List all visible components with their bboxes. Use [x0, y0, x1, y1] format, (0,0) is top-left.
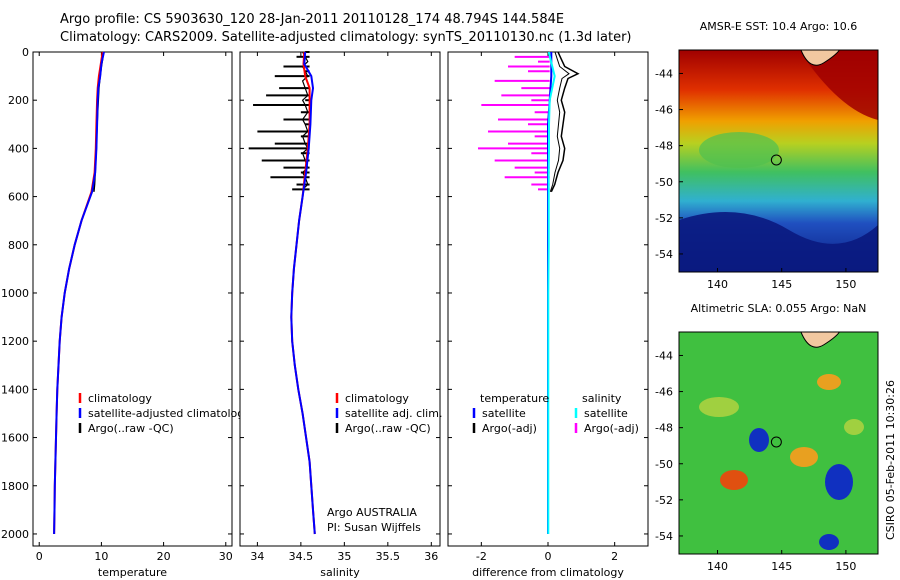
legend-title-temperature: temperature — [480, 392, 549, 405]
legend-label: satellite-adjusted climatology — [88, 407, 251, 420]
sla_map-panel: Altimetric SLA: 0.055 Argo: NaN 140 145 150… — [655, 302, 879, 573]
legend-label: Argo(..raw -QC) — [345, 422, 431, 435]
temperature-xtick-label: 0 — [36, 550, 43, 563]
sst_map-xtick-label: 140 — [707, 278, 728, 291]
sla_map-ytick-label: -46 — [655, 386, 673, 399]
temperature-xtick-label: 10 — [94, 550, 108, 563]
sla-background — [679, 332, 878, 554]
depth-tick-label: 1400 — [1, 383, 29, 396]
sla_map-xtick-label: 140 — [707, 560, 728, 573]
legend-label: satellite — [584, 407, 628, 420]
legend-label: satellite — [482, 407, 526, 420]
sla_map-ytick-label: -44 — [655, 349, 673, 362]
temperature-panel: 0 10 20 30 temperature 0 200 400 600 800 1000 1200 1… — [1, 46, 251, 579]
sla_map-title: Altimetric SLA: 0.055 Argo: NaN — [691, 302, 867, 315]
header-line-1: Argo profile: CS 5903630_120 28-Jan-2011… — [60, 12, 565, 27]
sst_map-ytick-label: -52 — [655, 212, 673, 225]
legend-label: climatology — [88, 392, 152, 405]
difference-xtick-label: 2 — [611, 550, 618, 563]
sla_map-xtick-label: 150 — [835, 560, 856, 573]
sst_map-ytick-label: -44 — [655, 67, 673, 80]
sst_map-xtick-label: 145 — [771, 278, 792, 291]
salinity-xtick-label: 35 — [337, 550, 351, 563]
difference-xtick-label: 0 — [545, 550, 552, 563]
argo-temperature-diff-line — [550, 51, 580, 193]
sst_map-float-marker — [770, 154, 782, 166]
sst_map-panel: AMSR-E SST: 10.4 Argo: 10.6 140 145 150 -44 -… — [655, 20, 879, 291]
difference-xtick-label: -2 — [476, 550, 487, 563]
salinity-xtick-label: 34 — [250, 550, 264, 563]
sla-anomaly — [825, 464, 853, 500]
legend-label: Argo(-adj) — [482, 422, 537, 435]
timestamp-label: CSIRO 05-Feb-2011 10:30:26 — [878, 352, 900, 542]
sst-warm-water — [799, 50, 878, 120]
legend-label: Argo(-adj) — [584, 422, 639, 435]
satellite-salinity-diff-line — [547, 51, 556, 534]
sla_map-field — [679, 332, 878, 554]
sst_map-title: AMSR-E SST: 10.4 Argo: 10.6 — [700, 20, 858, 33]
sla-anomaly — [720, 470, 748, 490]
sst_map-ytick-label: -54 — [655, 248, 673, 261]
sla_map-ytick-label: -54 — [655, 530, 673, 543]
salinity-frame — [239, 51, 441, 547]
difference-xlabel: difference from climatology — [472, 566, 624, 579]
tasmania-land — [800, 332, 841, 348]
sla-anomaly — [790, 447, 818, 467]
legend-title-salinity: salinity — [582, 392, 622, 405]
sst_map-xtick-label: 150 — [835, 278, 856, 291]
salinity-xlabel: salinity — [320, 566, 360, 579]
sst_map-ytick-label: -46 — [655, 104, 673, 117]
legend-label: satellite adj. clim. — [345, 407, 442, 420]
sla-anomaly — [819, 534, 839, 550]
float-pi: PI: Susan Wijffels — [327, 521, 421, 534]
sst_map-ytick-label: -50 — [655, 176, 673, 189]
sla_map-ytick-label: -50 — [655, 458, 673, 471]
salinity-xtick-label: 34.5 — [289, 550, 314, 563]
depth-tick-label: 200 — [8, 94, 29, 107]
depth-tick-label: 2000 — [1, 528, 29, 541]
argo-temperature-diff-line-2 — [549, 51, 570, 192]
depth-tick-label: 400 — [8, 142, 29, 155]
satellite-salinity-line — [290, 51, 316, 535]
sla-anomaly — [844, 419, 864, 435]
legend-label: climatology — [345, 392, 409, 405]
depth-tick-label: 800 — [8, 239, 29, 252]
svg-text:CSIRO 05-Feb-2011 10:30:26: CSIRO 05-Feb-2011 10:30:26 — [884, 380, 897, 540]
sla_map-ytick-label: -48 — [655, 422, 673, 435]
sla_map-xtick-label: 145 — [771, 560, 792, 573]
depth-tick-label: 1200 — [1, 335, 29, 348]
temperature-xlabel: temperature — [98, 566, 167, 579]
sst_map-ytick-label: -48 — [655, 140, 673, 153]
sla_map-ytick-label: -52 — [655, 494, 673, 507]
temperature-frame — [32, 51, 233, 547]
sst-eddy — [699, 132, 779, 168]
depth-tick-label: 1600 — [1, 432, 29, 445]
salinity-panel: 34 34.5 35 35.5 36 salinity climatology satelli… — [239, 51, 442, 579]
legend-label: Argo(..raw -QC) — [88, 422, 174, 435]
temperature-xtick-label: 20 — [157, 550, 171, 563]
sla-anomaly — [817, 374, 841, 390]
sst_map-frame — [678, 49, 879, 273]
depth-tick-label: 600 — [8, 191, 29, 204]
tasmania-land — [800, 50, 841, 66]
sst_map-field — [679, 50, 878, 272]
sla_map-float-marker — [770, 436, 782, 448]
satellite-temperature-line — [53, 51, 105, 535]
sla-anomaly — [699, 397, 739, 417]
header-line-2: Climatology: CARS2009. Satellite-adjuste… — [60, 30, 632, 45]
sst-cold-water — [679, 212, 878, 272]
salinity-xtick-label: 36 — [424, 550, 438, 563]
float-institution: Argo AUSTRALIA — [327, 506, 417, 519]
depth-tick-label: 0 — [22, 46, 29, 59]
depth-tick-label: 1800 — [1, 480, 29, 493]
temperature-xtick-label: 30 — [219, 550, 233, 563]
depth-tick-label: 1000 — [1, 287, 29, 300]
sla-anomaly — [749, 428, 769, 452]
salinity-xtick-label: 35.5 — [376, 550, 401, 563]
sla_map-frame — [678, 331, 879, 555]
difference-panel: -2 0 2 difference from climatology temperatu… — [447, 51, 649, 579]
